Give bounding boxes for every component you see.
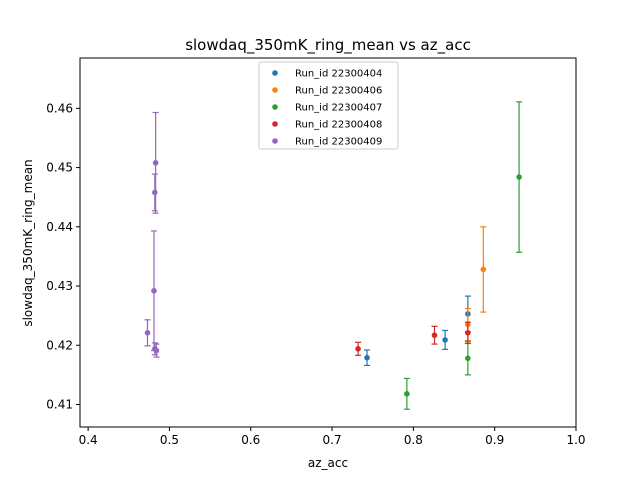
y-tick-label: 0.41	[46, 397, 73, 411]
legend-label: Run_id 22300408	[295, 120, 382, 131]
x-axis-label: az_acc	[308, 456, 348, 470]
series-3	[355, 321, 471, 356]
data-point	[480, 266, 487, 273]
x-tick-label: 0.9	[485, 433, 504, 447]
series-2	[403, 101, 523, 410]
data-point	[151, 287, 157, 294]
data-point	[404, 391, 410, 397]
data-point	[364, 354, 370, 361]
data-point	[465, 330, 471, 336]
legend-label: Run_id 22300409	[295, 137, 382, 148]
data-point	[431, 332, 438, 338]
legend-marker	[272, 138, 278, 144]
legend-marker	[272, 121, 278, 127]
data-point	[442, 337, 448, 343]
data-point	[516, 174, 522, 180]
legend-label: Run_id 22300406	[295, 86, 382, 97]
y-tick-label: 0.46	[46, 101, 73, 115]
x-tick-label: 0.7	[323, 433, 342, 447]
x-tick-label: 1.0	[566, 433, 585, 447]
x-tick-label: 0.5	[160, 433, 179, 447]
chart-title: slowdaq_350mK_ring_mean vs az_acc	[185, 36, 471, 55]
data-point	[355, 346, 361, 352]
y-tick-label: 0.42	[46, 338, 73, 352]
data-point	[153, 347, 160, 354]
x-tick-label: 0.6	[241, 433, 260, 447]
x-tick-label: 0.4	[79, 433, 98, 447]
data-point	[152, 160, 159, 166]
y-tick-label: 0.45	[46, 161, 73, 175]
axes-frame	[79, 57, 577, 428]
legend-marker	[272, 70, 278, 76]
legend: Run_id 22300404 Run_id 22300406 Run_id 223…	[258, 61, 399, 150]
y-axis-label: slowdaq_350mK_ring_mean	[21, 159, 35, 326]
series-4	[144, 111, 160, 358]
data-point	[152, 189, 158, 196]
legend-label: Run_id 22300404	[295, 69, 382, 80]
legend-box	[258, 61, 399, 150]
plot-area	[144, 101, 523, 410]
legend-marker	[272, 87, 278, 93]
data-point	[144, 330, 151, 336]
legend-marker	[272, 104, 278, 110]
y-tick-label: 0.44	[46, 220, 73, 234]
data-point	[465, 355, 471, 362]
x-tick-label: 0.8	[404, 433, 423, 447]
axes: 0.4 0.5 0.6 0.7 0.8 0.9 1.0 0.41 0.42 0.43 0.44 0.4…	[46, 57, 586, 447]
legend-label: Run_id 22300407	[295, 103, 382, 114]
y-tick-label: 0.43	[46, 279, 73, 293]
